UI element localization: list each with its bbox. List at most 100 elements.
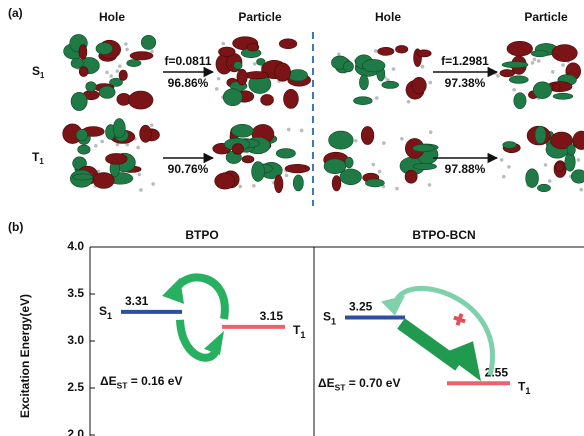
- delta-est: ΔEST = 0.16 eV: [100, 374, 182, 391]
- orbital-lobe: [531, 50, 548, 56]
- atom: [496, 74, 500, 78]
- orbital-lobe: [502, 62, 528, 68]
- atom: [252, 184, 256, 188]
- atom: [100, 140, 104, 144]
- orbital-lobe: [140, 125, 152, 142]
- state-label-part: 1: [525, 387, 530, 397]
- orbital-lobe: [234, 62, 243, 70]
- orbital-lobe: [237, 69, 247, 85]
- state-label: T1: [32, 150, 44, 166]
- orbital-lobe: [503, 142, 517, 149]
- atom: [354, 139, 358, 143]
- delta-est-part: ΔE: [100, 374, 117, 388]
- state-label: S1: [323, 310, 336, 327]
- atom: [109, 74, 113, 78]
- orbital-lobe: [105, 153, 127, 164]
- level-value: 3.31: [125, 294, 149, 308]
- orbital-lobe: [413, 144, 435, 151]
- orbital-lobe: [285, 164, 310, 173]
- atom: [137, 173, 141, 177]
- atom: [407, 100, 411, 104]
- orbital-lobe: [500, 69, 515, 76]
- atom: [421, 65, 425, 69]
- orbital-lobe: [276, 149, 295, 159]
- orbital-lobe: [533, 82, 551, 99]
- state-label-part: 1: [300, 330, 305, 340]
- atom: [217, 77, 221, 81]
- orbital-lobe: [362, 59, 385, 71]
- column-header: Hole: [99, 10, 125, 24]
- orbital-lobe: [215, 173, 235, 189]
- atom: [500, 158, 504, 162]
- atom: [537, 59, 541, 63]
- contribution: 97.38%: [445, 76, 486, 90]
- arrow-head: [204, 331, 224, 355]
- orbital-lobe: [71, 92, 87, 110]
- y-tick-label: 4.0: [67, 239, 84, 253]
- atom: [125, 48, 129, 52]
- atom: [94, 144, 98, 148]
- orbital-lobe: [252, 162, 265, 182]
- orbital-lobe: [507, 41, 533, 56]
- state-label: T1: [518, 379, 530, 396]
- orbital-lobe: [405, 170, 417, 183]
- orbital-lobe: [514, 93, 526, 109]
- orbital-lobe: [261, 94, 274, 105]
- atom: [533, 58, 537, 62]
- atom: [150, 50, 154, 54]
- state-label-part: 1: [40, 71, 45, 80]
- orbital-lobe: [340, 169, 362, 185]
- column-header: Particle: [238, 10, 282, 24]
- state-label-part: 1: [331, 317, 336, 327]
- orbital-lobe: [509, 76, 528, 84]
- orbital-lobe: [571, 170, 584, 184]
- y-tick-label: 3.0: [67, 333, 84, 347]
- orbital-lobe: [247, 43, 259, 51]
- atom: [502, 175, 506, 179]
- y-axis-label: Excitation Energy(eV): [18, 294, 32, 418]
- orbital-lobe: [78, 145, 91, 154]
- panel-title: BTPO: [185, 228, 218, 242]
- orbital-lobe: [127, 60, 141, 67]
- orbital-lobe: [76, 129, 87, 141]
- state-label-part: S: [323, 310, 331, 324]
- atom: [531, 61, 535, 65]
- orbital-lobe: [79, 67, 88, 77]
- atom: [392, 67, 396, 71]
- delta-est-part: = 0.16 eV: [127, 374, 182, 388]
- state-label-part: 1: [39, 157, 44, 166]
- state-label: S1: [99, 304, 112, 321]
- orbital-lobe: [232, 144, 244, 155]
- orbital-lobe: [345, 157, 353, 168]
- orbital-lobe: [141, 35, 155, 49]
- atom: [579, 188, 583, 192]
- orbital-lobe: [535, 126, 546, 144]
- atom: [512, 88, 516, 92]
- blocked-mark: [452, 312, 467, 327]
- orbital-lobe: [343, 61, 353, 72]
- orbital-lobe: [274, 175, 283, 193]
- orbital-lobe: [73, 174, 93, 180]
- orbital-lobe: [257, 58, 265, 65]
- orbital-lobe: [565, 153, 575, 172]
- oscillator-strength: f=0.0811: [164, 54, 211, 68]
- panel-label: (a): [8, 6, 23, 20]
- column-header: Particle: [524, 10, 568, 24]
- delta-est-part: ΔE: [318, 376, 335, 390]
- arrow-head: [381, 296, 405, 316]
- atom: [136, 146, 140, 150]
- orbital-lobe: [395, 45, 407, 53]
- oscillator-strength: f=1.2981: [441, 54, 489, 68]
- orbital-lobe: [293, 175, 303, 191]
- state-label: T1: [293, 323, 305, 340]
- atom: [337, 53, 341, 57]
- atom: [238, 185, 242, 189]
- atom: [372, 163, 376, 167]
- orbital-lobe: [223, 89, 242, 106]
- atom: [139, 188, 143, 192]
- orbital-lobe: [284, 89, 299, 108]
- atom: [300, 129, 304, 133]
- orbital-lobe: [555, 162, 564, 172]
- figure: (a)HoleParticleHoleParticleS1f=0.081196.…: [0, 0, 584, 436]
- orbital-lobe: [119, 70, 127, 81]
